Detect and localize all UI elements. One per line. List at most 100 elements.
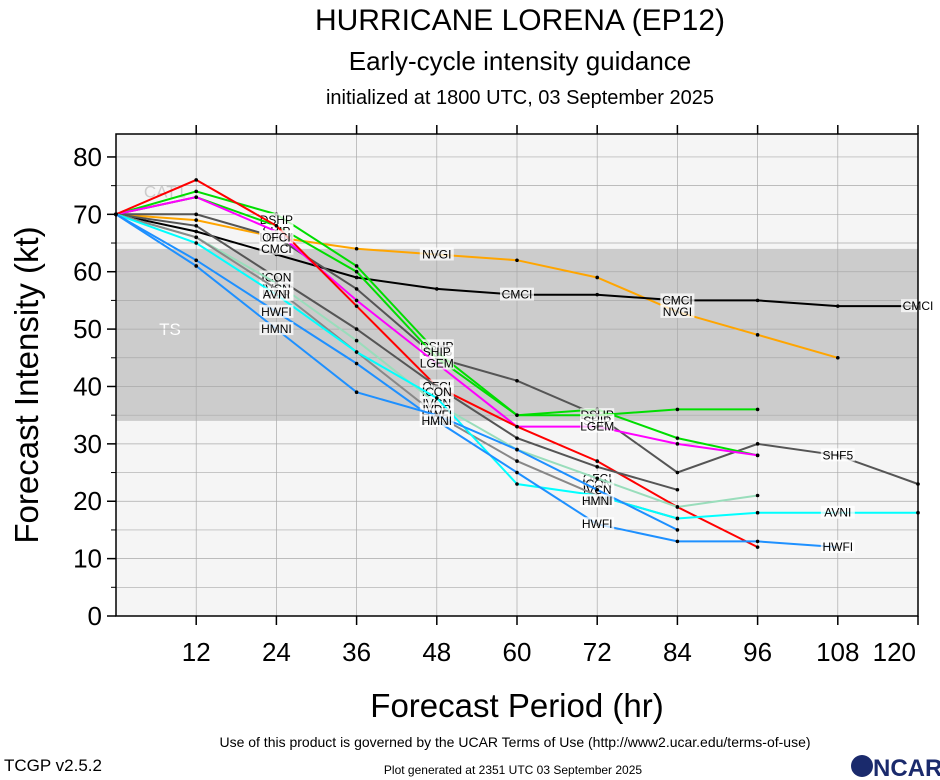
data-point: [675, 528, 680, 532]
data-point: [354, 390, 359, 395]
data-point: [675, 539, 680, 544]
series-label-nvgi: NVGI: [422, 248, 451, 262]
series-label-icon: ICON: [422, 385, 452, 399]
series-label-bg: [419, 413, 454, 427]
data-point: [515, 424, 519, 429]
data-point: [515, 258, 519, 263]
series-label-hmni: HMNI: [582, 494, 613, 508]
data-point: [755, 545, 760, 549]
series-label-nvgi: NVGI: [663, 305, 692, 319]
y-tick-label: 10: [73, 544, 102, 574]
terms-of-use: Use of this product is governed by the U…: [219, 734, 810, 750]
data-point: [354, 338, 359, 343]
data-point: [836, 304, 840, 308]
series-nvgi: NVGI NVGI: [114, 212, 840, 360]
ncar-logo: NCAR: [851, 755, 940, 780]
data-point: [675, 470, 680, 475]
model-series: NVGINVGICMCICMCICMCICMCISHF5SHF5DSHPDSHP…: [114, 178, 935, 554]
data-point: [354, 264, 359, 268]
data-point: [194, 218, 198, 222]
data-point: [354, 327, 359, 331]
data-point: [675, 442, 680, 446]
ncar-logo-text: NCAR: [873, 755, 940, 780]
data-point: [354, 287, 359, 291]
series-label-ofci: OFCI: [262, 230, 291, 244]
x-tick-label: 36: [342, 637, 371, 667]
series-label-icon: ICON: [261, 270, 291, 284]
data-point: [194, 241, 198, 245]
data-point: [194, 189, 198, 194]
data-point: [595, 465, 599, 469]
x-tick-label: 96: [743, 637, 772, 667]
series-label-hmni: HMNI: [421, 414, 452, 428]
data-point: [675, 407, 680, 412]
y-tick-label: 0: [88, 601, 102, 631]
ncar-logo-icon: [851, 755, 873, 777]
x-tick-label: 24: [262, 637, 291, 667]
data-point: [354, 350, 359, 354]
series-label-ship: SHIP: [423, 345, 451, 359]
data-point: [755, 298, 760, 303]
generated-time: Plot generated at 2351 UTC 03 September …: [384, 763, 642, 777]
data-point: [194, 212, 198, 217]
x-tick-label: 60: [503, 637, 532, 667]
chart-subtitle: Early-cycle intensity guidance: [349, 46, 692, 76]
y-tick-label: 70: [73, 199, 102, 229]
series-label-bg: [580, 517, 615, 531]
y-tick-label: 30: [73, 429, 102, 459]
series-label-bg: [259, 304, 294, 318]
y-tick-label: 50: [73, 314, 102, 344]
data-point: [836, 355, 840, 360]
data-point: [515, 447, 519, 452]
series-label-bg: [660, 293, 695, 307]
data-point: [755, 442, 760, 446]
axes: 0 10 20 30 40 50 60 70 80 12 24 36 48 60 72 84 96 108 120: [73, 125, 919, 667]
series-label-bg: [419, 356, 454, 370]
y-tick-label: 80: [73, 142, 102, 172]
series-label-hwfi: HWFI: [582, 517, 613, 531]
chart-init-time: initialized at 1800 UTC, 03 September 20…: [326, 87, 714, 109]
series-label-bg: [419, 385, 454, 399]
data-point: [595, 292, 599, 297]
series-label-lgem: LGEM: [580, 420, 614, 434]
data-point: [194, 178, 198, 182]
data-point: [755, 333, 760, 337]
series-line-icon: [115, 213, 678, 491]
series-label-bg: [259, 241, 294, 255]
data-point: [354, 298, 359, 303]
data-point: [194, 264, 198, 268]
series-label-hwfi: HWFI: [261, 305, 292, 319]
series-line-hwfi: [115, 213, 838, 549]
series-label-bg: [820, 505, 855, 519]
series-label-bg: [419, 345, 454, 359]
series-label-bg: [660, 304, 695, 318]
x-tick-label: 84: [663, 637, 692, 667]
data-point: [675, 516, 680, 521]
data-point: [515, 459, 519, 463]
band-label-ts: TS: [159, 320, 181, 339]
series-label-hwfi: HWFI: [822, 540, 853, 554]
data-point: [274, 224, 279, 228]
series-label-bg: [820, 540, 855, 554]
series-label-hmni: HMNI: [261, 322, 292, 336]
y-tick-label: 40: [73, 371, 102, 401]
x-tick-label: 12: [182, 637, 211, 667]
data-point: [515, 378, 519, 383]
series-line-ivdr: [115, 213, 678, 520]
data-point: [435, 396, 439, 400]
x-tick-label: 48: [422, 637, 451, 667]
series-label-avni: AVNI: [824, 506, 851, 520]
data-point: [675, 487, 680, 492]
x-axis-label: Forecast Period (hr): [370, 687, 663, 724]
data-point: [675, 436, 680, 440]
data-point: [755, 510, 760, 515]
series-hmni: HMNI HMNI HMNI: [114, 212, 680, 532]
x-tick-label: 120: [873, 637, 916, 667]
series-label-shf5: SHF5: [822, 448, 853, 462]
series-line-hmni: [115, 213, 678, 531]
data-point: [595, 275, 599, 280]
y-tick-label: 60: [73, 257, 102, 287]
data-point: [755, 493, 760, 498]
